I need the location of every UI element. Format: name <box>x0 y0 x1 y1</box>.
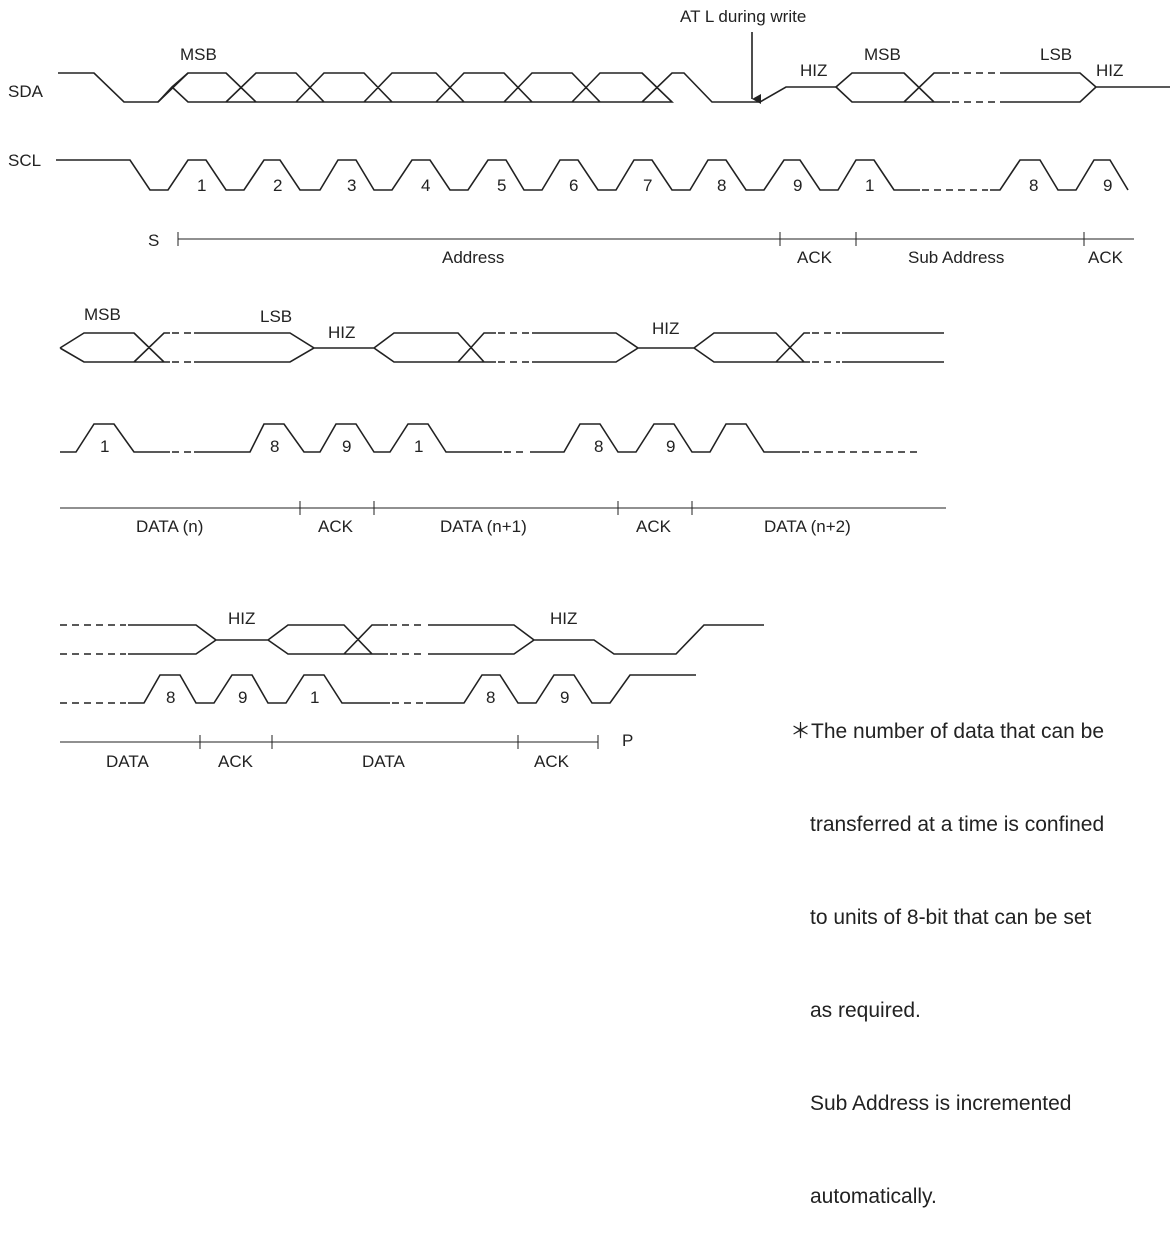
field-ack-label: ACK <box>1088 248 1124 267</box>
sda-row3-hiz-label: HIZ <box>550 609 577 628</box>
sda-row1-hiz2-label: HIZ <box>1096 61 1123 80</box>
scl-row1-clock-number: 1 <box>197 176 206 195</box>
scl-row3-clock-number: 8 <box>486 688 495 707</box>
field-subaddress-label: Sub Address <box>908 248 1004 267</box>
scl-row1-clock-number: 3 <box>347 176 356 195</box>
field-ack-label: ACK <box>636 517 672 536</box>
sda-row2-hiz-label: HIZ <box>328 323 355 342</box>
field-data-label: DATA (n+1) <box>440 517 527 536</box>
field-ack-label: ACK <box>218 752 254 771</box>
scl-row1-clock-number: 8 <box>717 176 726 195</box>
scl-label: SCL <box>8 151 41 170</box>
sda-row3-waveform <box>128 624 764 655</box>
sda-row1-address-bus <box>157 72 836 103</box>
note-line: automatically. <box>810 1185 937 1208</box>
scl-row1-clock-number: 7 <box>643 176 652 195</box>
scl-row1-clock-number: 2 <box>273 176 282 195</box>
scl-row3-clock-number: 9 <box>560 688 569 707</box>
note-line: as required. <box>810 999 921 1022</box>
scl-row2-clock-number: 8 <box>270 437 279 456</box>
scl-row2-waveform <box>60 423 800 453</box>
field-ack-label: ACK <box>797 248 833 267</box>
field-data-label: DATA (n) <box>136 517 203 536</box>
scl-row3-clock-number: 8 <box>166 688 175 707</box>
sda-row2-waveform <box>59 332 944 363</box>
sda-row2-lsb-label: LSB <box>260 307 292 326</box>
sda-label: SDA <box>8 82 44 101</box>
scl-row1-clock-number: 6 <box>569 176 578 195</box>
scl-row1-waveform <box>56 159 1129 191</box>
scl-row2-clock-number: 9 <box>342 437 351 456</box>
field-data-label: DATA (n+2) <box>764 517 851 536</box>
sda-row3-hiz-label: HIZ <box>228 609 255 628</box>
field-data-label: DATA <box>106 752 149 771</box>
scl-row1-clock-number: 5 <box>497 176 506 195</box>
scl-row3-clock-number: 1 <box>310 688 319 707</box>
transfer-note: ＊The number of data that can be transfer… <box>790 654 1170 1243</box>
start-condition-label: S <box>148 231 159 250</box>
scl-row3-waveform <box>128 674 696 704</box>
scl-row1-clock-number: 4 <box>421 176 430 195</box>
scl-row2-clock-number: 1 <box>414 437 423 456</box>
note-line: to units of 8-bit that can be set <box>810 906 1092 929</box>
stop-condition-label: P <box>622 731 633 750</box>
note-line: ＊The number of data that can be <box>790 720 1105 743</box>
sda-row1-waveform <box>58 72 189 103</box>
scl-row1-clock-number: 1 <box>865 176 874 195</box>
sda-row2-hiz-label: HIZ <box>652 319 679 338</box>
scl-row1-clock-number: 9 <box>1103 176 1112 195</box>
sda-row1-msb2-label: MSB <box>864 45 901 64</box>
field-ack-label: ACK <box>318 517 354 536</box>
sda-row2-msb-label: MSB <box>84 305 121 324</box>
scl-row1-clock-number: 9 <box>793 176 802 195</box>
scl-row3-clock-number: 9 <box>238 688 247 707</box>
sda-row1-msb-label: MSB <box>180 45 217 64</box>
field-data-label: DATA <box>362 752 405 771</box>
i2c-write-timing-diagram: SDA SCL MSB HIZ MSB LSB HIZ AT L during … <box>8 7 1170 771</box>
note-line: transferred at a time is confined <box>810 813 1105 836</box>
scl-row2-clock-number: 1 <box>100 437 109 456</box>
scl-row2-clock-number: 9 <box>666 437 675 456</box>
field-ack-label: ACK <box>534 752 570 771</box>
sda-row1-subaddress-bus <box>835 72 1170 103</box>
field-address-label: Address <box>442 248 504 267</box>
sda-row1-hiz-label: HIZ <box>800 61 827 80</box>
scl-row1-clock-number: 8 <box>1029 176 1038 195</box>
note-line: Sub Address is incremented <box>810 1092 1072 1115</box>
scl-row2-clock-number: 8 <box>594 437 603 456</box>
sda-row1-lsb-label: LSB <box>1040 45 1072 64</box>
ack-callout-label: AT L during write <box>680 7 806 26</box>
